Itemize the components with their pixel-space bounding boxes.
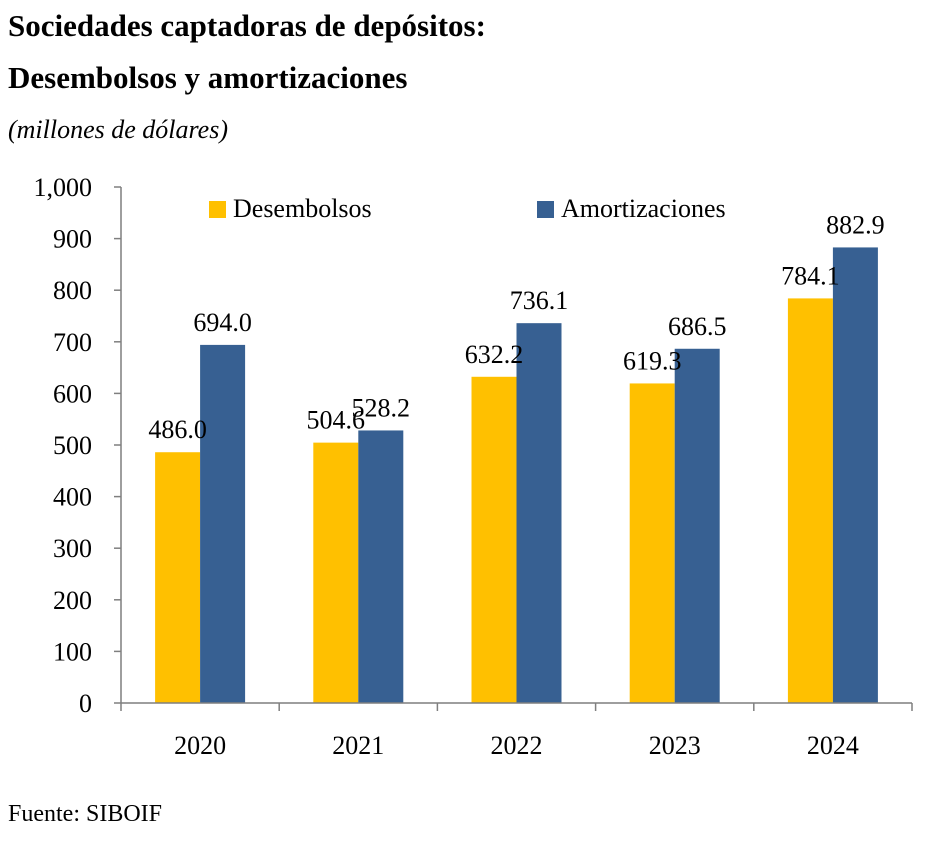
bar-desembolsos-2021 xyxy=(313,442,359,703)
chart-subtitle: (millones de dólares) xyxy=(8,115,228,144)
source-note: Fuente: SIBOIF xyxy=(8,801,163,827)
bar-amortizaciones-2024 xyxy=(832,247,878,704)
x-tick-label-2021: 2021 xyxy=(332,731,384,760)
y-tick-label-800: 800 xyxy=(53,276,92,305)
y-tick-label-300: 300 xyxy=(53,534,92,563)
y-tick-label-1000: 1,000 xyxy=(34,173,93,202)
legend-swatch-amortizaciones xyxy=(537,201,554,218)
data-label-desembolsos-2021: 504.6 xyxy=(307,406,366,435)
axes-layer: 0 100 200 300 400 500 600 700 800 900 1,000 2020 202… xyxy=(34,173,913,760)
y-tick-label-600: 600 xyxy=(53,379,92,408)
y-tick-label-700: 700 xyxy=(53,328,92,357)
data-label-amortizaciones-2022: 736.1 xyxy=(510,286,569,315)
y-tick-label-500: 500 xyxy=(53,431,92,460)
bar-desembolsos-2020 xyxy=(155,452,201,703)
bars-layer xyxy=(155,247,878,704)
chart-title-line1: Sociedades captadoras de depósitos: xyxy=(8,8,486,43)
x-tick-label-2020: 2020 xyxy=(174,731,226,760)
legend: Desembolsos Amortizaciones xyxy=(209,194,726,223)
bar-amortizaciones-2022 xyxy=(516,323,562,703)
data-label-amortizaciones-2020: 694.0 xyxy=(193,308,252,337)
legend-label-desembolsos: Desembolsos xyxy=(233,194,372,223)
bar-amortizaciones-2020 xyxy=(200,344,246,703)
data-label-desembolsos-2022: 632.2 xyxy=(465,340,524,369)
data-label-amortizaciones-2023: 686.5 xyxy=(668,312,727,341)
x-tick-label-2023: 2023 xyxy=(649,731,701,760)
legend-label-amortizaciones: Amortizaciones xyxy=(561,194,726,223)
x-tick-label-2022: 2022 xyxy=(491,731,543,760)
y-tick-label-200: 200 xyxy=(53,586,92,615)
bar-amortizaciones-2023 xyxy=(674,348,720,703)
y-tick-label-100: 100 xyxy=(53,637,92,666)
data-label-desembolsos-2024: 784.1 xyxy=(781,261,840,290)
data-label-amortizaciones-2021: 528.2 xyxy=(352,393,411,422)
bar-desembolsos-2024 xyxy=(787,298,833,703)
bar-amortizaciones-2021 xyxy=(358,430,404,703)
data-label-amortizaciones-2024: 882.9 xyxy=(826,210,885,239)
y-tick-label-400: 400 xyxy=(53,483,92,512)
bar-desembolsos-2023 xyxy=(629,383,675,703)
bar-desembolsos-2022 xyxy=(471,376,517,703)
data-label-desembolsos-2023: 619.3 xyxy=(623,346,682,375)
y-tick-label-900: 900 xyxy=(53,225,92,254)
legend-swatch-desembolsos xyxy=(209,201,226,218)
data-label-desembolsos-2020: 486.0 xyxy=(148,415,207,444)
chart-title-line2: Desembolsos y amortizaciones xyxy=(8,60,408,95)
x-tick-label-2024: 2024 xyxy=(807,731,859,760)
y-tick-label-0: 0 xyxy=(79,689,92,718)
